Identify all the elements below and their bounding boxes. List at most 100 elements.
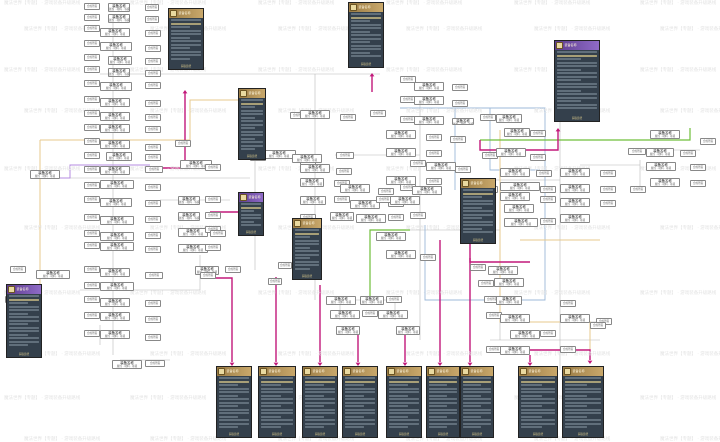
recipe-node[interactable]: 装备名称属性 · 材料 · 等级 xyxy=(646,162,676,171)
recipe-node[interactable]: 合成所需 xyxy=(145,45,161,52)
recipe-node[interactable]: 合成所需 xyxy=(410,212,426,219)
recipe-node[interactable]: 合成所需 xyxy=(455,166,471,173)
recipe-node[interactable]: 合成所需 xyxy=(205,244,221,251)
recipe-node[interactable]: 装备名称属性 · 材料 · 等级 xyxy=(100,282,134,291)
recipe-node[interactable]: 合成所需 xyxy=(84,54,100,61)
recipe-node[interactable]: 装备名称属性 · 材料 · 等级 xyxy=(500,346,530,355)
recipe-node[interactable]: 合成所需 xyxy=(400,76,416,83)
recipe-node[interactable]: 合成所需 xyxy=(426,134,442,141)
recipe-node[interactable]: 合成所需 xyxy=(540,196,556,203)
recipe-node[interactable]: 装备名称属性 · 材料 · 等级 xyxy=(350,200,380,209)
recipe-node[interactable]: 合成所需 xyxy=(145,126,161,133)
recipe-node[interactable]: 合成所需 xyxy=(536,170,552,177)
recipe-node[interactable]: 装备名称属性 · 材料 · 等级 xyxy=(100,330,130,339)
recipe-node[interactable]: 合成所需 xyxy=(340,114,356,121)
recipe-node[interactable]: 装备名称属性 · 材料 · 等级 xyxy=(108,68,130,77)
recipe-node[interactable]: 装备名称属性 · 材料 · 等级 xyxy=(500,314,530,323)
recipe-node[interactable]: 合成所需 xyxy=(145,4,159,11)
recipe-node[interactable]: 合成所需 xyxy=(600,200,616,207)
recipe-node[interactable]: 装备名称属性 · 材料 · 等级 xyxy=(100,82,132,91)
recipe-node[interactable]: 合成所需 xyxy=(210,230,226,237)
recipe-node[interactable]: 装备名称属性 · 材料 · 等级 xyxy=(650,130,680,139)
recipe-node[interactable]: 装备名称属性 · 材料 · 等级 xyxy=(500,168,530,177)
recipe-node[interactable]: 合成所需 xyxy=(478,280,494,287)
recipe-node[interactable]: 装备名称属性 · 材料 · 等级 xyxy=(178,244,208,253)
item-card[interactable]: 装备名称 获取途径 xyxy=(258,366,296,438)
recipe-node[interactable]: 装备名称属性 · 材料 · 等级 xyxy=(178,196,200,205)
recipe-node[interactable]: 合成所需 xyxy=(690,180,706,187)
recipe-node[interactable]: 装备名称属性 · 材料 · 等级 xyxy=(178,228,208,237)
recipe-node[interactable]: 合成所需 xyxy=(145,114,161,121)
recipe-node[interactable]: 合成所需 xyxy=(450,136,466,143)
recipe-node[interactable]: 装备名称属性 · 材料 · 等级 xyxy=(336,326,360,335)
recipe-node[interactable]: 合成所需 xyxy=(145,184,161,191)
recipe-node[interactable]: 装备名称属性 · 材料 · 等级 xyxy=(386,148,416,157)
recipe-node[interactable]: 装备名称属性 · 材料 · 等级 xyxy=(100,98,130,107)
recipe-node[interactable]: 装备名称属性 · 材料 · 等级 xyxy=(650,178,680,187)
recipe-node[interactable]: 合成所需 xyxy=(84,230,100,237)
recipe-node[interactable]: 合成所需 xyxy=(268,278,282,285)
recipe-node[interactable]: 装备名称属性 · 材料 · 等级 xyxy=(112,360,142,369)
recipe-node[interactable]: 合成所需 xyxy=(145,144,161,151)
item-card[interactable]: 装备名称 获取途径 xyxy=(460,366,494,438)
recipe-node[interactable]: 合成所需 xyxy=(145,200,161,207)
recipe-node[interactable]: 合成所需 xyxy=(145,100,161,107)
recipe-node[interactable]: 合成所需 xyxy=(84,138,100,145)
recipe-node[interactable]: 合成所需 xyxy=(84,96,100,103)
recipe-node[interactable]: 合成所需 xyxy=(560,346,576,353)
recipe-node[interactable]: 装备名称属性 · 材料 · 等级 xyxy=(390,196,420,205)
recipe-node[interactable]: 装备名称属性 · 材料 · 等级 xyxy=(488,266,518,275)
recipe-node[interactable]: 装备名称属性 · 材料 · 等级 xyxy=(426,162,456,171)
recipe-node[interactable]: 装备名称属性 · 材料 · 等级 xyxy=(386,130,416,139)
recipe-node[interactable]: 合成所需 xyxy=(84,124,100,131)
recipe-node[interactable]: 合成所需 xyxy=(378,188,394,195)
recipe-node[interactable]: 装备名称属性 · 材料 · 等级 xyxy=(494,278,524,287)
recipe-node[interactable]: 装备名称属性 · 材料 · 等级 xyxy=(504,128,530,137)
item-card[interactable]: 装备名称 获取途径 xyxy=(6,284,42,358)
recipe-node[interactable]: 合成所需 xyxy=(700,138,716,145)
recipe-node[interactable]: 合成所需 xyxy=(410,160,426,167)
recipe-node[interactable]: 装备名称属性 · 材料 · 等级 xyxy=(100,198,132,207)
recipe-node[interactable]: 合成所需 xyxy=(84,14,100,21)
recipe-node[interactable]: 装备名称属性 · 材料 · 等级 xyxy=(100,124,130,133)
recipe-node[interactable]: 装备名称属性 · 材料 · 等级 xyxy=(560,314,590,323)
recipe-node[interactable]: 合成所需 xyxy=(452,100,468,107)
item-card[interactable]: 装备名称 获取途径 xyxy=(554,40,600,122)
recipe-node[interactable]: 合成所需 xyxy=(420,254,436,261)
recipe-node[interactable]: 装备名称属性 · 材料 · 等级 xyxy=(100,28,130,37)
recipe-node[interactable]: 装备名称属性 · 材料 · 等级 xyxy=(300,110,330,119)
recipe-node[interactable]: 合成所需 xyxy=(530,130,546,137)
recipe-node[interactable]: 装备名称属性 · 材料 · 等级 xyxy=(100,242,134,251)
recipe-node[interactable]: 装备名称属性 · 材料 · 等级 xyxy=(100,268,130,277)
recipe-node[interactable]: 装备名称属性 · 材料 · 等级 xyxy=(330,310,360,319)
recipe-node[interactable]: 装备名称属性 · 材料 · 等级 xyxy=(108,14,130,23)
recipe-node[interactable]: 合成所需 xyxy=(84,166,100,173)
recipe-node[interactable]: 装备名称属性 · 材料 · 等级 xyxy=(100,232,134,241)
recipe-node[interactable]: 合成所需 xyxy=(145,272,163,279)
recipe-node[interactable]: 合成所需 xyxy=(145,30,161,37)
recipe-node[interactable]: 合成所需 xyxy=(386,296,402,303)
recipe-node[interactable]: 装备名称属性 · 材料 · 等级 xyxy=(106,152,132,161)
recipe-node[interactable]: 装备名称属性 · 材料 · 等级 xyxy=(378,310,408,319)
recipe-node[interactable]: 合成所需 xyxy=(362,310,378,317)
recipe-node[interactable]: 装备名称属性 · 材料 · 等级 xyxy=(414,82,444,91)
recipe-node[interactable]: 装备名称属性 · 材料 · 等级 xyxy=(500,182,540,191)
recipe-node[interactable]: 合成所需 xyxy=(84,242,100,249)
recipe-node[interactable]: 装备名称属性 · 材料 · 等级 xyxy=(178,212,200,221)
recipe-node[interactable]: 合成所需 xyxy=(630,186,646,193)
recipe-node[interactable]: 合成所需 xyxy=(426,178,442,185)
item-card[interactable]: 装备名称 获取途径 xyxy=(342,366,378,438)
recipe-node[interactable]: 装备名称属性 · 材料 · 等级 xyxy=(500,192,530,201)
recipe-node[interactable]: 合成所需 xyxy=(145,58,161,65)
recipe-node[interactable]: 合成所需 xyxy=(225,266,241,273)
recipe-node[interactable]: 合成所需 xyxy=(470,264,486,271)
recipe-node[interactable]: 合成所需 xyxy=(10,266,26,273)
recipe-node[interactable]: 合成所需 xyxy=(84,182,100,189)
recipe-node[interactable]: 合成所需 xyxy=(84,110,100,117)
recipe-node[interactable]: 合成所需 xyxy=(145,232,161,239)
recipe-node[interactable]: 装备名称属性 · 材料 · 等级 xyxy=(386,250,416,259)
recipe-node[interactable]: 装备名称属性 · 材料 · 等级 xyxy=(412,186,442,195)
recipe-node[interactable]: 合成所需 xyxy=(145,360,165,367)
recipe-node[interactable]: 合成所需 xyxy=(530,154,546,161)
recipe-node[interactable]: 装备名称属性 · 材料 · 等级 xyxy=(414,96,444,105)
